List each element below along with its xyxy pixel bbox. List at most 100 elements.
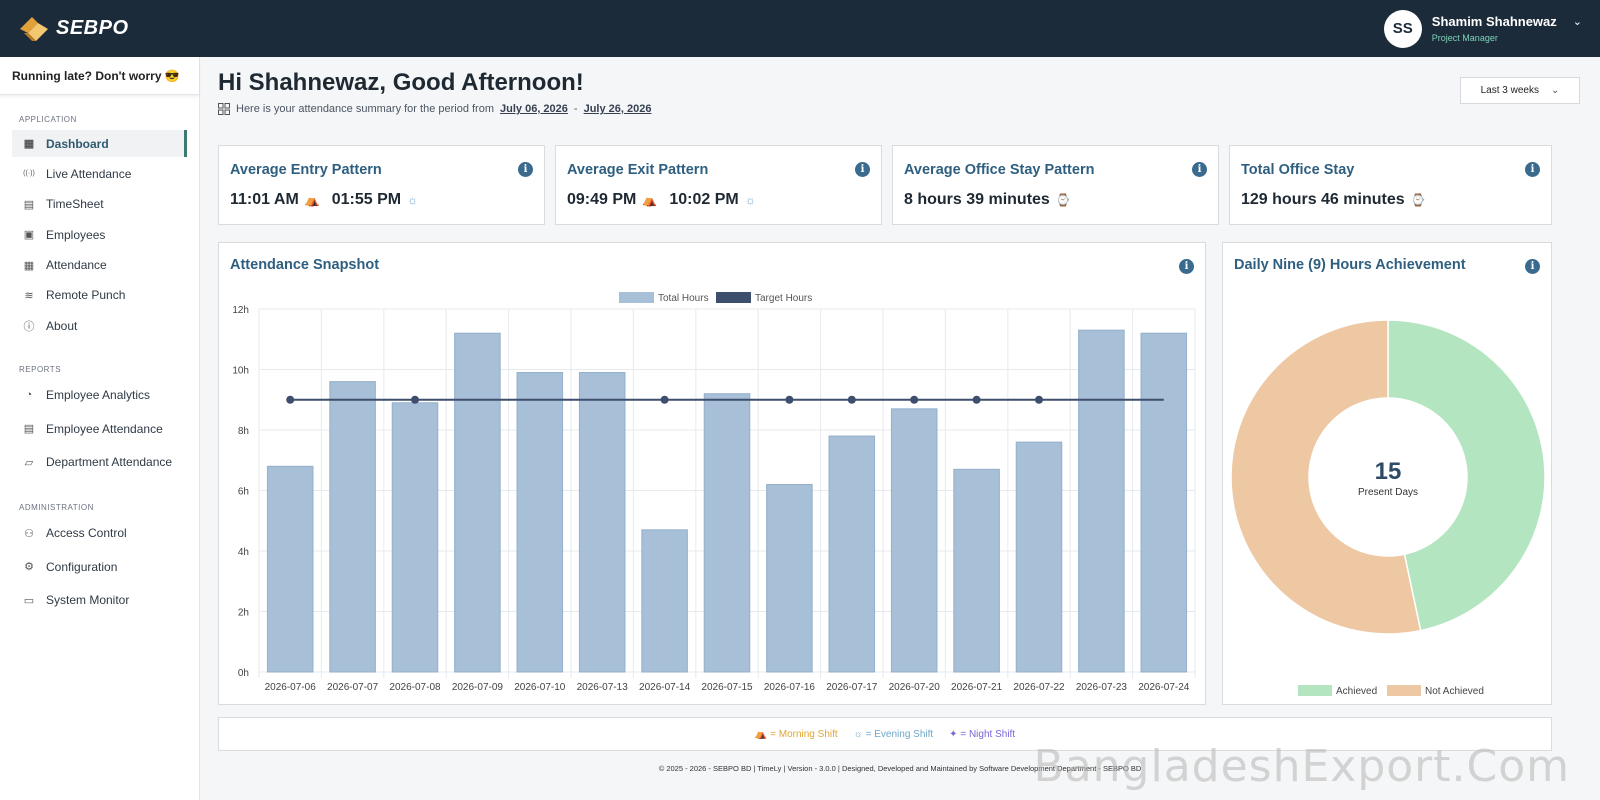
- bar: [1140, 332, 1188, 673]
- stat-title: Average Entry Pattern: [230, 162, 382, 178]
- top-bar: SEBPO SS Shamim Shahnewaz Project Manage…: [0, 0, 1600, 57]
- sunrise-icon: ⛺: [754, 728, 768, 740]
- sidebar-item-label: Live Attendance: [46, 166, 132, 181]
- avatar: SS: [1383, 9, 1422, 48]
- sunrise-icon: ⛺: [304, 193, 320, 207]
- sidebar-item-label: Employees: [46, 227, 106, 242]
- chevron-down-icon[interactable]: ⌄: [1572, 16, 1582, 28]
- calendar-icon: ▦: [23, 259, 35, 272]
- watch-icon: ⌚: [1410, 193, 1426, 207]
- chart-title: Attendance Snapshot: [230, 257, 380, 273]
- sidebar-item-label: Access Control: [46, 526, 127, 541]
- watermark: BangladeshExport.Com: [1033, 741, 1570, 792]
- x-tick-label: 2026-07-09: [452, 682, 504, 693]
- night-shift-legend: ✦ = Night Shift: [949, 729, 1015, 740]
- report-icon: ▤: [23, 423, 35, 436]
- legend-label: = Morning Shift: [770, 728, 838, 740]
- sun-icon: ☼: [853, 728, 863, 740]
- sidebar: Running late? Don't worry 😎 APPLICATION ▦…: [0, 57, 200, 800]
- sidebar-item-dashboard[interactable]: ▦ Dashboard: [12, 130, 187, 157]
- donut-center-value: 15: [1375, 458, 1402, 485]
- user-menu[interactable]: SS Shamim Shahnewaz Project Manager ⌄: [1383, 9, 1582, 48]
- info-icon[interactable]: i: [855, 162, 870, 177]
- sidebar-item-label: Employee Attendance: [46, 421, 163, 436]
- stat-value-evening: 01:55 PM: [331, 191, 402, 208]
- info-icon[interactable]: i: [1525, 259, 1540, 274]
- grid-icon: [218, 103, 230, 115]
- brand-name: SEBPO: [56, 17, 129, 39]
- donut-slice: [1230, 319, 1422, 635]
- sun-icon: ☼: [744, 193, 756, 207]
- stat-card-total-stay: Total Office Stay i 129 hours 46 minutes…: [1229, 145, 1552, 225]
- x-tick-label: 2026-07-08: [389, 682, 441, 693]
- brand-logo[interactable]: SEBPO: [18, 15, 129, 43]
- period-start-date: July 06, 2026: [500, 103, 568, 115]
- period-summary: Here is your attendance summary for the …: [218, 103, 651, 115]
- late-note: Running late? Don't worry 😎: [0, 57, 199, 95]
- gear-icon: ⚙: [24, 561, 34, 574]
- sidebar-item-attendance[interactable]: ▦ Attendance: [12, 252, 187, 279]
- legend-swatch: [1298, 685, 1332, 696]
- sidebar-item-configuration[interactable]: ⚙ Configuration: [12, 552, 187, 582]
- sidebar-item-timesheet[interactable]: ▤ TimeSheet: [12, 191, 187, 218]
- sidebar-item-about[interactable]: ⓘ About: [12, 312, 187, 339]
- sidebar-item-live-attendance[interactable]: ((·)) Live Attendance: [12, 160, 187, 187]
- sidebar-item-label: Dashboard: [46, 136, 109, 151]
- x-tick-label: 2026-07-13: [577, 682, 629, 693]
- x-tick-label: 2026-07-10: [514, 682, 566, 693]
- sidebar-item-access-control[interactable]: ⚇ Access Control: [12, 518, 187, 548]
- sidebar-item-remote-punch[interactable]: ≋ Remote Punch: [12, 282, 187, 309]
- target-point: [910, 395, 919, 404]
- legend-label: Not Achieved: [1425, 686, 1484, 697]
- target-point: [972, 395, 981, 404]
- range-select[interactable]: Last 3 weeks ⌄: [1460, 77, 1580, 104]
- period-separator: -: [573, 103, 578, 115]
- sidebar-item-label: Configuration: [46, 559, 118, 574]
- info-icon[interactable]: i: [1525, 162, 1540, 177]
- nine-hours-card: Daily Nine (9) Hours Achievement i 15 Pre…: [1222, 242, 1552, 705]
- sunrise-icon: ⛺: [642, 193, 658, 207]
- evening-shift-legend: ☼ = Evening Shift: [854, 729, 934, 740]
- x-tick-label: 2026-07-21: [951, 682, 1003, 693]
- legend-swatch: [716, 292, 751, 303]
- y-tick-label: 8h: [238, 426, 249, 437]
- sidebar-item-system-monitor[interactable]: ▭ System Monitor: [12, 585, 187, 615]
- sidebar-item-label: About: [46, 318, 78, 333]
- pie-icon: ◔: [25, 389, 33, 402]
- section-title: REPORTS: [19, 365, 62, 375]
- y-tick-label: 4h: [238, 547, 249, 558]
- info-icon[interactable]: i: [1192, 162, 1207, 177]
- y-tick-label: 0h: [238, 668, 249, 679]
- sidebar-item-label: System Monitor: [46, 593, 130, 608]
- bar: [828, 435, 876, 673]
- sidebar-item-employees[interactable]: ▣ Employees: [12, 221, 187, 248]
- x-tick-label: 2026-07-24: [1138, 682, 1190, 693]
- page-title: Hi Shahnewaz, Good Afternoon!: [218, 69, 584, 96]
- stat-title: Average Exit Pattern: [567, 162, 709, 178]
- info-icon[interactable]: i: [518, 162, 533, 177]
- grid-icon: ▦: [23, 138, 35, 150]
- legend-swatch: [619, 292, 654, 303]
- attendance-bar-chart: Total Hours Target Hours 0h 2h 4h 6h 8h 10h 12h 2…: [232, 292, 1196, 693]
- stat-value-morning: 11:01 AM: [230, 191, 299, 208]
- x-tick-label: 2026-07-20: [889, 682, 941, 693]
- period-prefix: Here is your attendance summary for the …: [236, 103, 495, 115]
- bar: [454, 332, 501, 673]
- x-tick-label: 2026-07-06: [265, 682, 317, 693]
- sun-icon: ☼: [407, 193, 419, 207]
- file-icon: ▤: [23, 198, 35, 211]
- sidebar-item-employee-analytics[interactable]: ◔ Employee Analytics: [12, 380, 187, 410]
- donut-center-label: Present Days: [1358, 487, 1418, 498]
- info-icon[interactable]: i: [1179, 259, 1194, 274]
- sidebar-item-employee-attendance[interactable]: ▤ Employee Attendance: [12, 414, 187, 444]
- bar: [266, 465, 314, 673]
- x-tick-label: 2026-07-17: [826, 682, 878, 693]
- x-tick-label: 2026-07-15: [701, 682, 753, 693]
- chevron-down-icon: ⌄: [1550, 85, 1560, 96]
- legend-label: = Night Shift: [960, 728, 1016, 740]
- sidebar-item-label: Remote Punch: [46, 288, 126, 303]
- x-tick-label: 2026-07-14: [639, 682, 691, 693]
- stat-card-avg-stay: Average Office Stay Pattern i 8 hours 39…: [892, 145, 1219, 225]
- sidebar-item-department-attendance[interactable]: ▱ Department Attendance: [12, 447, 187, 477]
- users-icon: ⚇: [24, 527, 34, 540]
